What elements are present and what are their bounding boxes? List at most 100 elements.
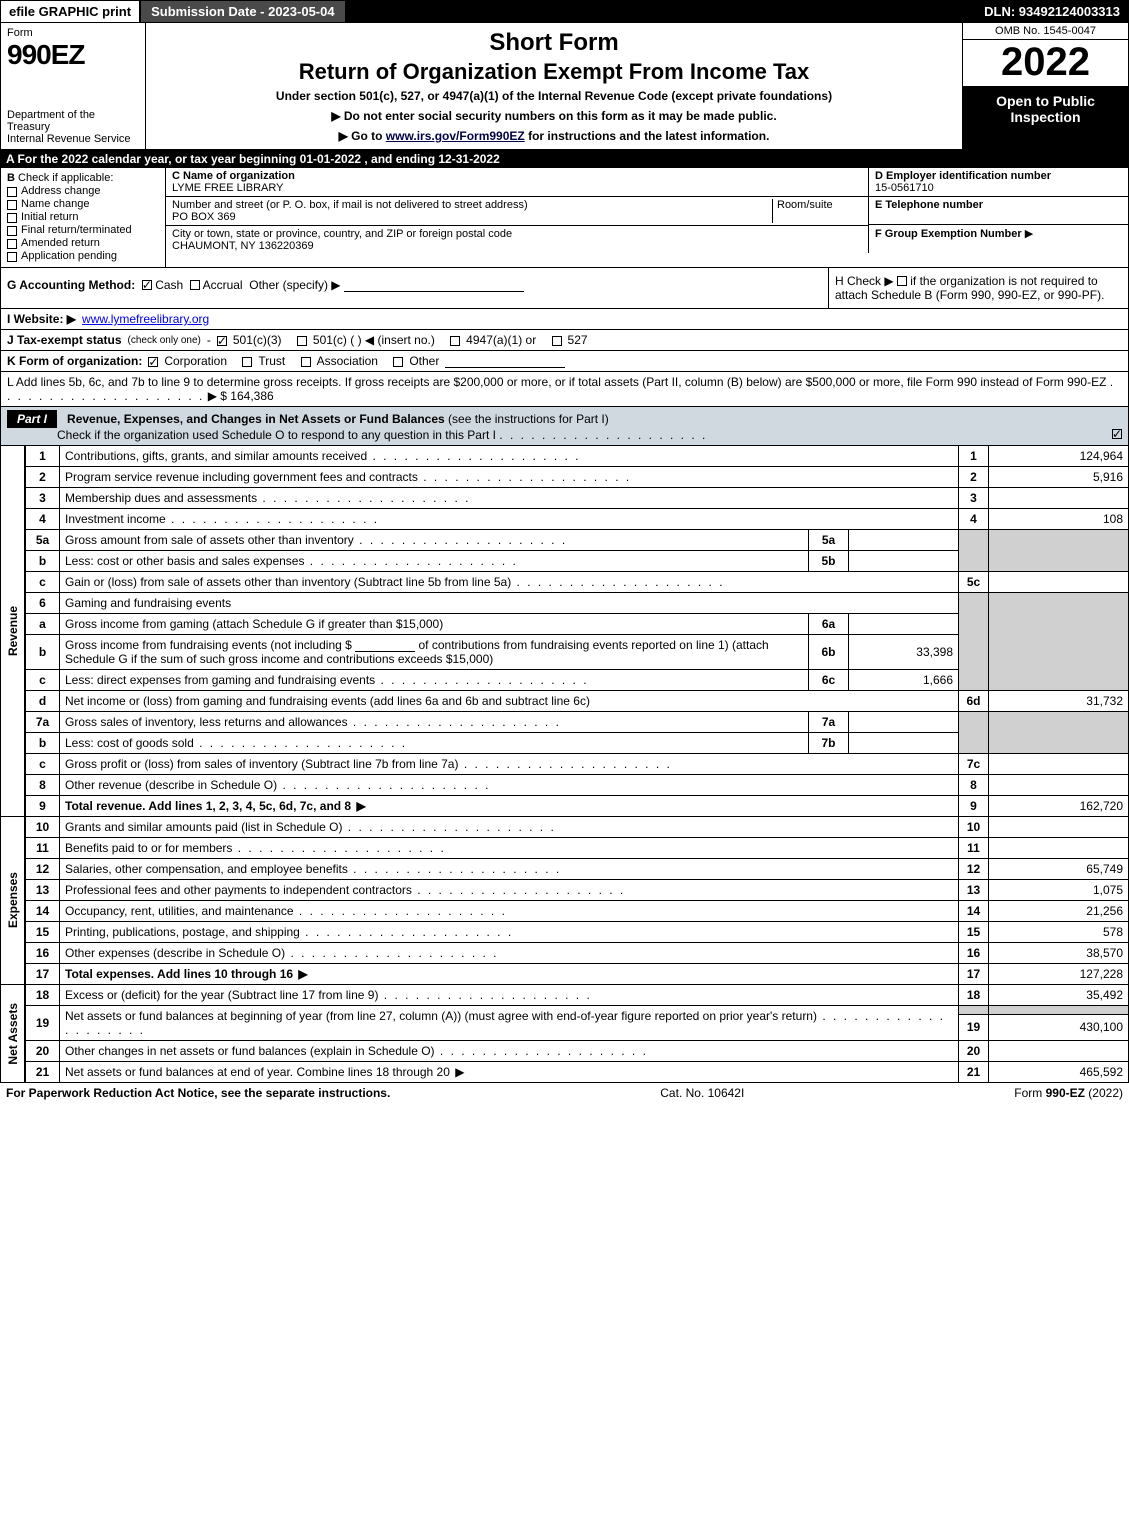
l11-desc: Benefits paid to or for members	[65, 841, 446, 855]
l4-amt: 108	[989, 509, 1129, 530]
l11-no: 11	[26, 838, 60, 859]
checkbox-other-org[interactable]	[393, 357, 403, 367]
l18-no: 18	[26, 985, 60, 1006]
city-label: City or town, state or province, country…	[172, 228, 862, 240]
part1-title-note: (see the instructions for Part I)	[445, 412, 609, 426]
l12-amt: 65,749	[989, 859, 1129, 880]
l7b-sub: 7b	[809, 733, 849, 754]
footer-right-pre: Form	[1014, 1086, 1045, 1100]
street-label: Number and street (or P. O. box, if mail…	[172, 199, 772, 211]
l6-shade	[959, 593, 989, 691]
l1-box: 1	[959, 446, 989, 467]
label-address-change: Address change	[21, 185, 101, 197]
section-b: B Check if applicable: Address change Na…	[1, 168, 166, 267]
l21-box: 21	[959, 1062, 989, 1083]
checkbox-assoc[interactable]	[301, 357, 311, 367]
l9-box: 9	[959, 796, 989, 817]
l17-desc: Total expenses. Add lines 10 through 16	[65, 967, 310, 981]
checkbox-schedule-o[interactable]	[1112, 429, 1122, 439]
line-1: 1 Contributions, gifts, grants, and simi…	[26, 446, 1129, 467]
l6c-sub: 6c	[809, 670, 849, 691]
checkbox-4947[interactable]	[450, 336, 460, 346]
label-name-change: Name change	[21, 198, 90, 210]
g-other-input[interactable]	[344, 278, 524, 292]
l6a-subamt	[849, 614, 959, 635]
l5c-desc: Gain or (loss) from sale of assets other…	[65, 575, 725, 589]
l18-box: 18	[959, 985, 989, 1006]
l10-no: 10	[26, 817, 60, 838]
l17-no: 17	[26, 964, 60, 985]
checkbox-application-pending[interactable]	[7, 252, 17, 262]
l7c-box: 7c	[959, 754, 989, 775]
l3-no: 3	[26, 488, 60, 509]
line-8: 8 Other revenue (describe in Schedule O)…	[26, 775, 1129, 796]
l13-box: 13	[959, 880, 989, 901]
label-amended-return: Amended return	[21, 237, 100, 249]
d-label: D Employer identification number	[875, 170, 1051, 182]
header-right: OMB No. 1545-0047 2022 Open to Public In…	[963, 23, 1128, 149]
l5b-desc: Less: cost or other basis and sales expe…	[65, 554, 518, 568]
revenue-block: Revenue 1 Contributions, gifts, grants, …	[0, 446, 1129, 817]
l5c-no: c	[26, 572, 60, 593]
h-pre: H Check ▶	[835, 274, 894, 288]
l3-amt	[989, 488, 1129, 509]
l15-no: 15	[26, 922, 60, 943]
l15-box: 15	[959, 922, 989, 943]
checkbox-h[interactable]	[897, 276, 907, 286]
l19-no: 19	[26, 1006, 60, 1041]
l5a-shade	[959, 530, 989, 572]
k-trust: Trust	[258, 354, 285, 368]
l6-desc: Gaming and fundraising events	[60, 593, 959, 614]
l17-amt: 127,228	[989, 964, 1129, 985]
org-name: LYME FREE LIBRARY	[172, 182, 862, 194]
line-4: 4 Investment income 4 108	[26, 509, 1129, 530]
l6b-amount-input[interactable]	[355, 638, 415, 652]
l6-shade-amt	[989, 593, 1129, 691]
checkbox-501c[interactable]	[297, 336, 307, 346]
checkbox-501c3[interactable]	[217, 336, 227, 346]
checkbox-amended-return[interactable]	[7, 239, 17, 249]
checkbox-final-return[interactable]	[7, 226, 17, 236]
l11-box: 11	[959, 838, 989, 859]
l5b-no: b	[26, 551, 60, 572]
k-other-input[interactable]	[445, 354, 565, 368]
checkbox-accrual[interactable]	[190, 280, 200, 290]
l7c-no: c	[26, 754, 60, 775]
line-7a: 7a Gross sales of inventory, less return…	[26, 712, 1129, 733]
l8-amt	[989, 775, 1129, 796]
l6b-desc: Gross income from fundraising events (no…	[60, 635, 809, 670]
irs-link[interactable]: www.irs.gov/Form990EZ	[386, 129, 525, 143]
k-other: Other	[409, 354, 439, 368]
l13-no: 13	[26, 880, 60, 901]
l7b-no: b	[26, 733, 60, 754]
checkbox-trust[interactable]	[242, 357, 252, 367]
line-5a: 5a Gross amount from sale of assets othe…	[26, 530, 1129, 551]
form-subtitle: Under section 501(c), 527, or 4947(a)(1)…	[154, 89, 954, 103]
l10-desc: Grants and similar amounts paid (list in…	[65, 820, 556, 834]
f-label: F Group Exemption Number	[875, 228, 1022, 240]
footer-left: For Paperwork Reduction Act Notice, see …	[6, 1086, 390, 1100]
l2-desc: Program service revenue including govern…	[65, 470, 631, 484]
l5a-no: 5a	[26, 530, 60, 551]
l18-amt: 35,492	[989, 985, 1129, 1006]
header-center: Short Form Return of Organization Exempt…	[146, 23, 963, 149]
l16-box: 16	[959, 943, 989, 964]
line-16: 16 Other expenses (describe in Schedule …	[26, 943, 1129, 964]
line-j: J Tax-exempt status (check only one) - 5…	[0, 330, 1129, 351]
j-527: 527	[568, 333, 588, 347]
checkbox-initial-return[interactable]	[7, 213, 17, 223]
checkbox-address-change[interactable]	[7, 187, 17, 197]
checkbox-corp[interactable]	[148, 357, 158, 367]
form-word: Form	[7, 27, 139, 39]
checkbox-name-change[interactable]	[7, 200, 17, 210]
line-15: 15 Printing, publications, postage, and …	[26, 922, 1129, 943]
label-application-pending: Application pending	[21, 250, 117, 262]
website-link[interactable]: www.lymefreelibrary.org	[82, 312, 209, 326]
open-inspection: Open to Public Inspection	[963, 87, 1128, 149]
k-assoc: Association	[317, 354, 378, 368]
checkbox-cash[interactable]	[142, 280, 152, 290]
line-2: 2 Program service revenue including gove…	[26, 467, 1129, 488]
part1-label: Part I	[7, 410, 57, 428]
line-6: 6 Gaming and fundraising events	[26, 593, 1129, 614]
checkbox-527[interactable]	[552, 336, 562, 346]
